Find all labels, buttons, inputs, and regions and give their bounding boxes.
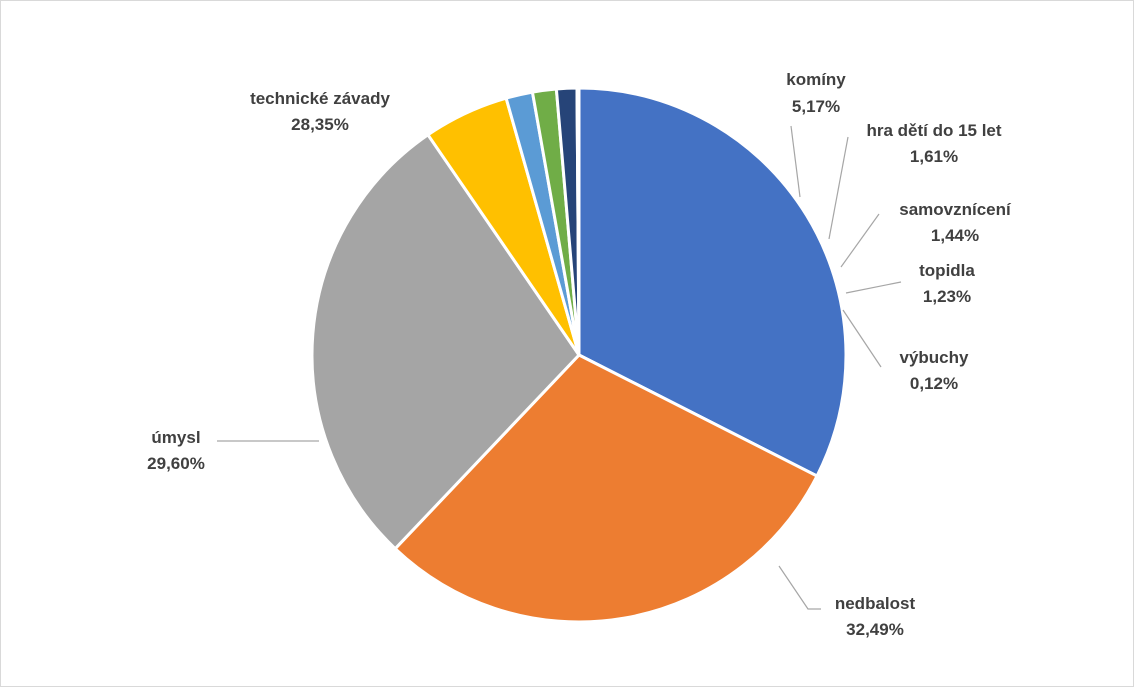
data-label-value-technicke-zavady: 28,35% xyxy=(291,115,349,134)
leader-line-kominy xyxy=(790,125,801,198)
data-label-name-kominy: komíny xyxy=(786,70,846,89)
data-label-name-topidla: topidla xyxy=(919,261,975,280)
data-label-value-umysl: 29,60% xyxy=(147,454,205,473)
pie-slice-vybuchy xyxy=(575,86,581,356)
leader-lines-layer xyxy=(217,125,902,610)
data-label-value-kominy: 5,17% xyxy=(792,97,840,116)
data-label-value-hra-deti-do-15-let: 1,61% xyxy=(910,147,958,166)
data-label-value-nedbalost: 32,49% xyxy=(846,620,904,639)
data-label-name-samovzniceni: samovznícení xyxy=(899,200,1012,219)
data-label-name-hra-deti-do-15-let: hra dětí do 15 let xyxy=(866,121,1001,140)
data-label-name-technicke-zavady: technické závady xyxy=(250,89,390,108)
pie-slice-umysl xyxy=(393,353,820,624)
data-label-value-vybuchy: 0,12% xyxy=(910,374,958,393)
slices-layer xyxy=(310,86,848,624)
data-label-name-vybuchy: výbuchy xyxy=(900,348,970,367)
leader-line-hra-deti-do-15-let xyxy=(828,136,849,240)
data-label-name-umysl: úmysl xyxy=(151,428,200,447)
data-label-value-samovzniceni: 1,44% xyxy=(931,226,979,245)
pie-slice-nedbalost xyxy=(577,86,848,479)
leader-line-samovzniceni xyxy=(840,213,880,268)
data-labels-layer: nedbalost 32,49% úmysl 29,60% technické záva… xyxy=(147,70,1012,639)
pie-slice-technicke-zavady xyxy=(310,132,581,551)
data-label-value-topidla: 1,23% xyxy=(923,287,971,306)
leader-line-vybuchy xyxy=(842,309,882,368)
data-label-name-nedbalost: nedbalost xyxy=(835,594,916,613)
leader-line-topidla xyxy=(845,281,902,294)
leader-line-nedbalost xyxy=(778,565,821,610)
